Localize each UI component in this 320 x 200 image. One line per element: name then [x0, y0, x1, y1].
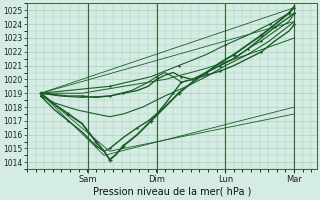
X-axis label: Pression niveau de la mer( hPa ): Pression niveau de la mer( hPa ) — [92, 187, 251, 197]
